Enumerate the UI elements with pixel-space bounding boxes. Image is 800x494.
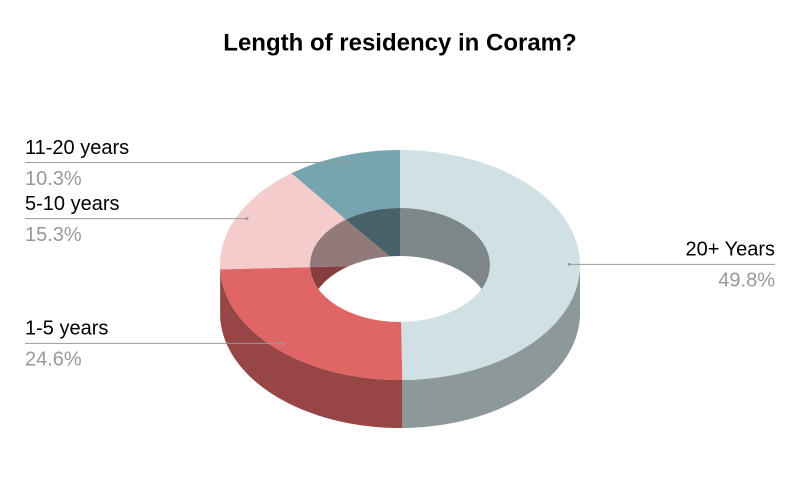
value-label: 15.3% <box>25 224 82 246</box>
slice-label: 11-20 years <box>25 137 129 159</box>
leader-dot <box>281 341 285 345</box>
slice-inner-wall <box>310 208 400 269</box>
slice-label: 5-10 years <box>25 193 120 215</box>
slice <box>291 150 400 220</box>
leader-dot <box>567 262 571 266</box>
value-label: 49.8% <box>718 270 775 292</box>
value-label: 10.3% <box>25 168 82 190</box>
chart-title: Length of residency in Coram? <box>223 29 576 56</box>
hole <box>310 208 490 322</box>
slice-side <box>402 265 580 428</box>
slice <box>220 173 346 270</box>
hole-floor <box>310 256 490 322</box>
value-label: 24.6% <box>25 349 82 371</box>
slice-label: 20+ Years <box>685 239 775 261</box>
slice <box>220 267 403 380</box>
slice-label: 1-5 years <box>25 318 108 340</box>
slice-inner-wall <box>318 208 400 265</box>
leader-dot <box>344 161 348 165</box>
leader-dot <box>245 217 249 221</box>
slice-side <box>220 269 403 428</box>
